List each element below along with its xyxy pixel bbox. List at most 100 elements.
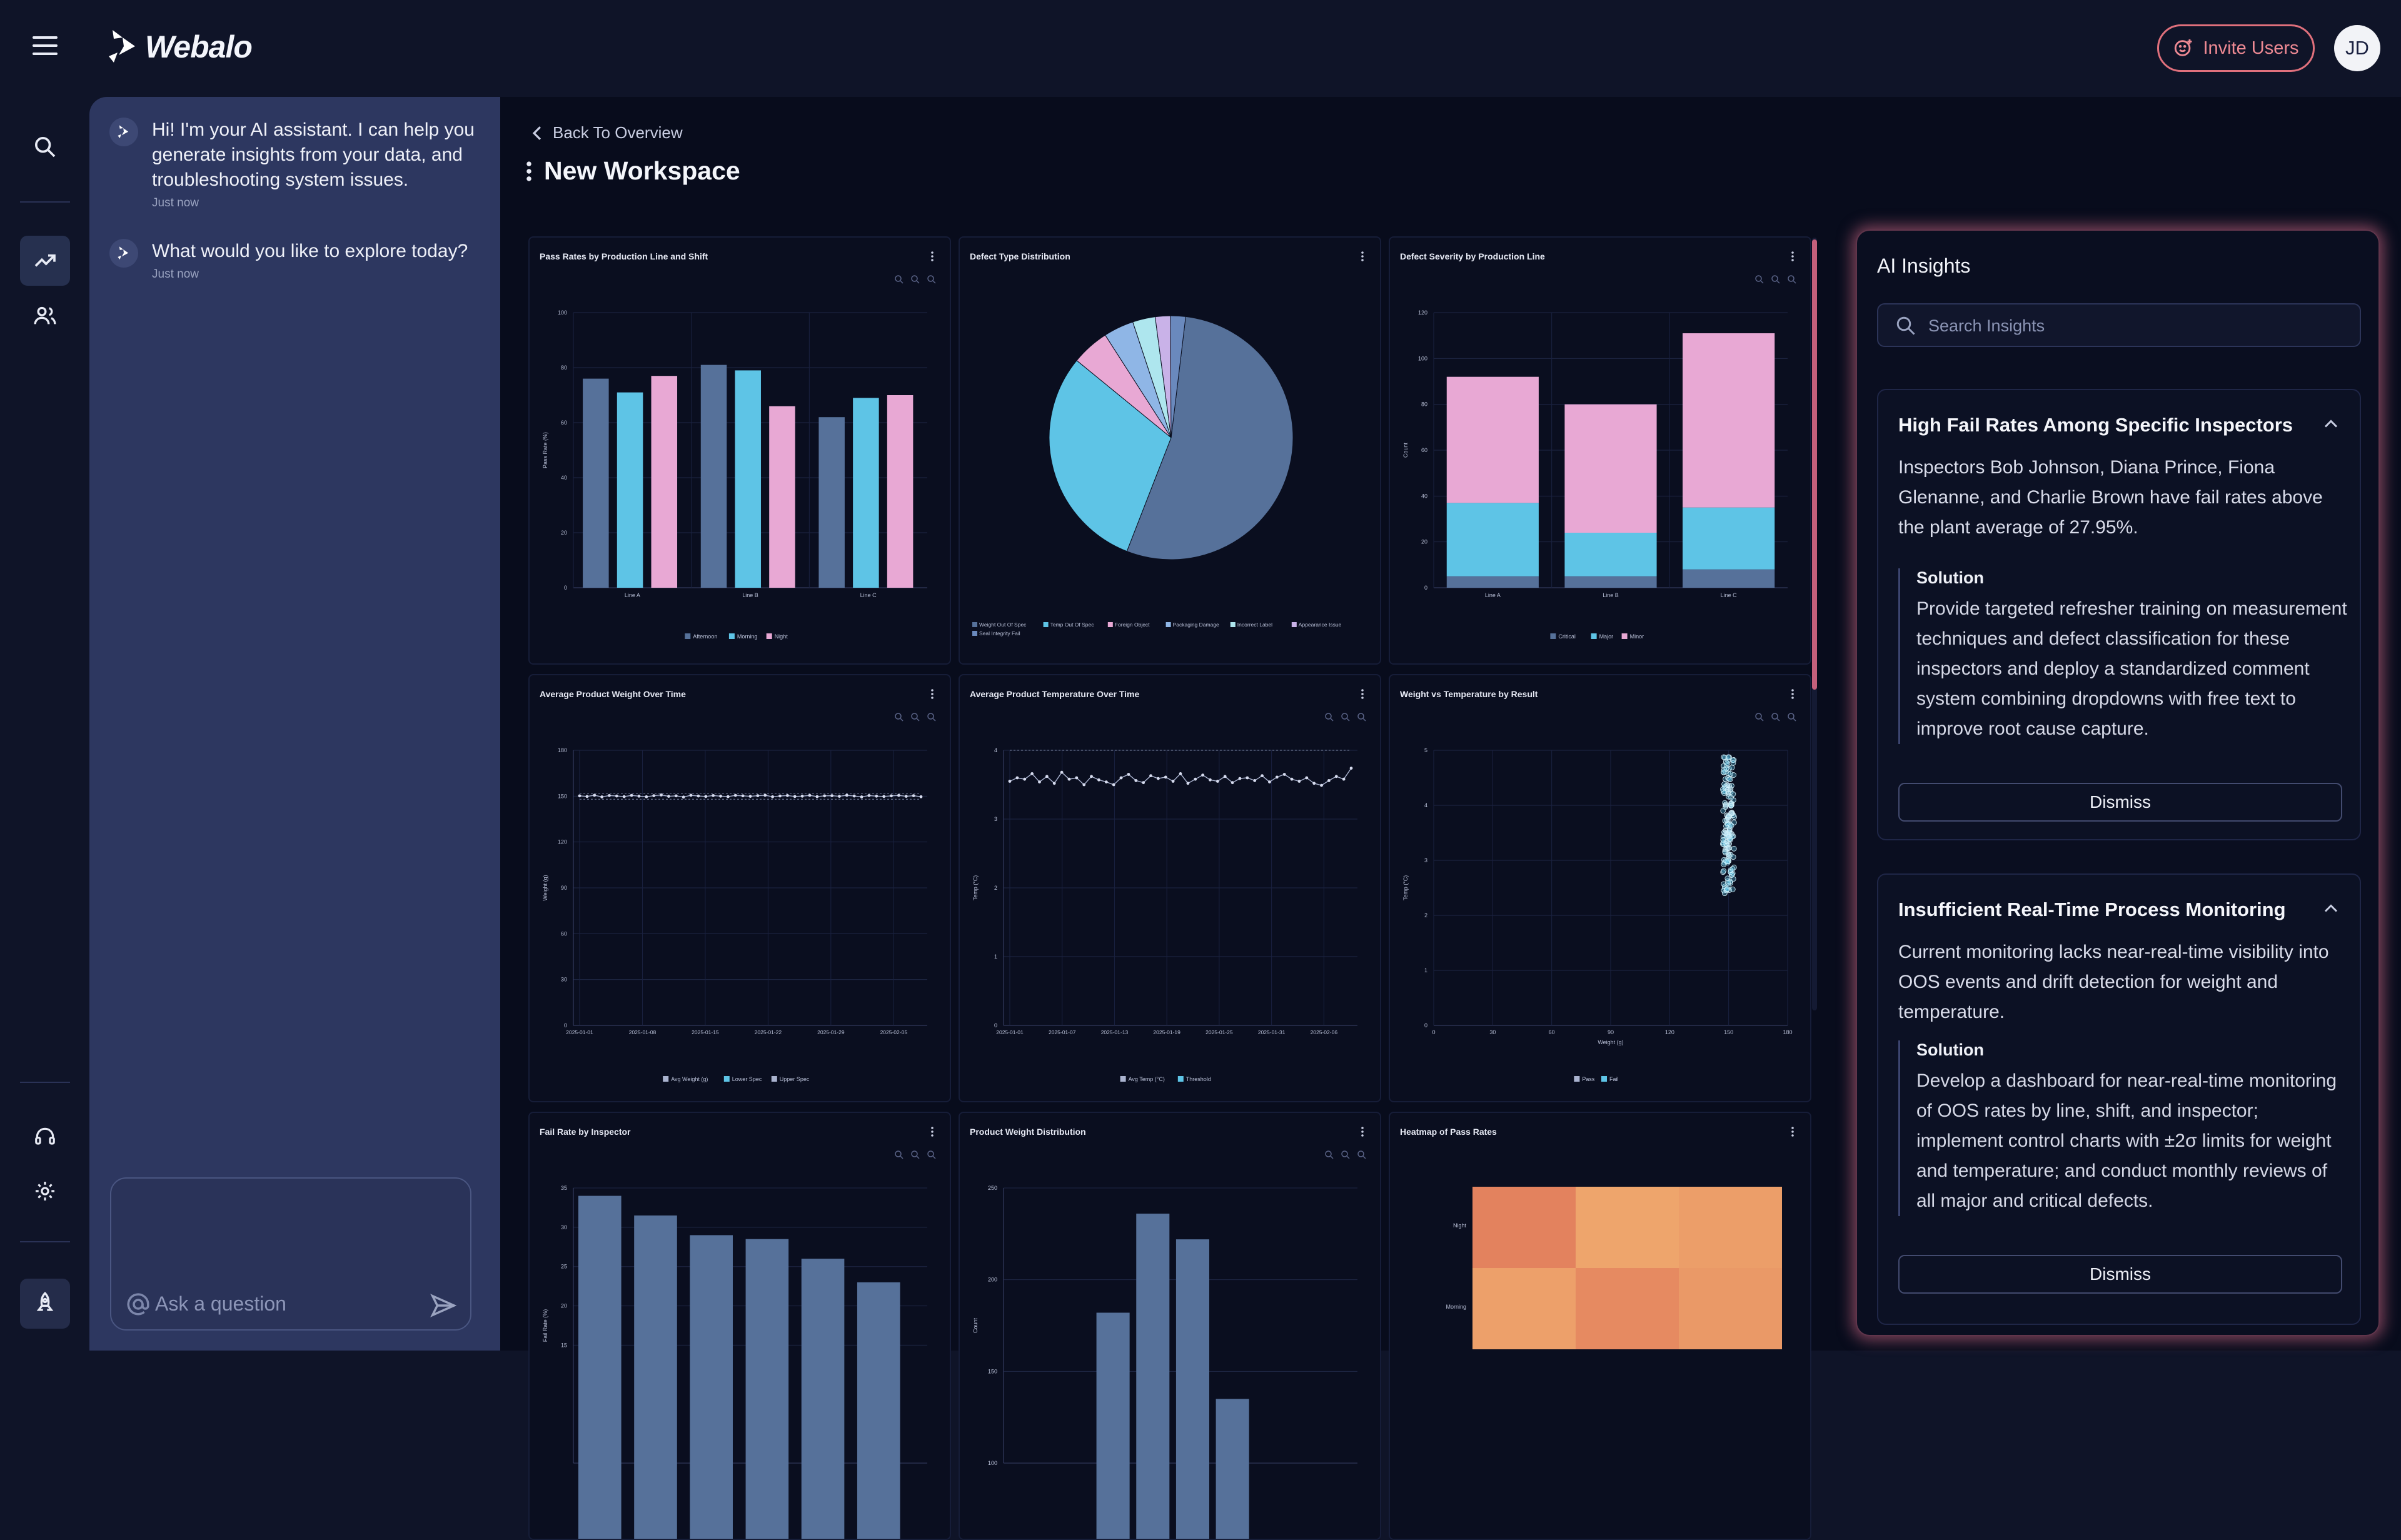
insight-title: High Fail Rates Among Specific Inspector… bbox=[1898, 414, 2293, 436]
card-menu-icon[interactable] bbox=[1356, 249, 1369, 264]
card-menu-icon[interactable] bbox=[926, 1124, 939, 1139]
card-menu-icon[interactable] bbox=[1786, 687, 1799, 702]
ask-question-input[interactable] bbox=[155, 1290, 405, 1317]
scatter-point-fail bbox=[1723, 803, 1729, 809]
scatter-point-fail bbox=[1724, 782, 1731, 788]
zoom-in-icon[interactable] bbox=[893, 274, 905, 285]
dismiss-button[interactable]: Dismiss bbox=[1898, 783, 2342, 822]
tick-label: 35 bbox=[561, 1185, 567, 1191]
dismiss-button[interactable]: Dismiss bbox=[1898, 1255, 2342, 1294]
data-point bbox=[1156, 777, 1160, 780]
data-point bbox=[1104, 780, 1108, 783]
chart-title: Average Product Temperature Over Time bbox=[970, 689, 1140, 699]
zoom-in-icon[interactable] bbox=[1754, 274, 1765, 285]
kebab-icon[interactable] bbox=[525, 161, 533, 182]
legend-label: Avg Weight (g) bbox=[671, 1076, 708, 1082]
card-menu-icon[interactable] bbox=[1356, 687, 1369, 702]
chevron-up-icon[interactable] bbox=[2320, 897, 2342, 920]
scatter-point-fail bbox=[1726, 853, 1732, 859]
data-point bbox=[852, 794, 856, 798]
insights-search-input[interactable] bbox=[1928, 313, 2335, 338]
zoom-out-icon[interactable] bbox=[910, 274, 921, 285]
zoom-out-icon[interactable] bbox=[910, 712, 921, 723]
zoom-out-icon[interactable] bbox=[1340, 1149, 1351, 1160]
bar-minor bbox=[1683, 333, 1775, 508]
zoom-in-icon[interactable] bbox=[1754, 712, 1765, 723]
insights-search-box[interactable] bbox=[1877, 303, 2361, 347]
scrollbar-thumb[interactable] bbox=[1812, 239, 1817, 690]
card-menu-icon[interactable] bbox=[1356, 1124, 1369, 1139]
zoom-out-icon[interactable] bbox=[1340, 712, 1351, 723]
settings-nav-button[interactable] bbox=[20, 1166, 70, 1216]
send-icon[interactable] bbox=[429, 1291, 458, 1320]
legend-swatch bbox=[663, 1076, 669, 1082]
chart-title: Defect Type Distribution bbox=[970, 251, 1070, 261]
app-logo[interactable]: Webalo bbox=[106, 25, 253, 69]
zoom-reset-icon[interactable] bbox=[926, 274, 937, 285]
x-tick-label: 2025-01-31 bbox=[1258, 1029, 1286, 1035]
scatter-point-pass bbox=[1730, 791, 1736, 797]
card-menu-icon[interactable] bbox=[926, 687, 939, 702]
scatter-point-fail bbox=[1722, 830, 1728, 837]
data-point bbox=[860, 795, 863, 798]
data-point bbox=[674, 794, 678, 798]
card-menu-icon[interactable] bbox=[1786, 249, 1799, 264]
invite-users-button[interactable]: Invite Users bbox=[2157, 24, 2315, 72]
data-point bbox=[1261, 774, 1264, 778]
legend-label: Major bbox=[1599, 633, 1614, 640]
x-tick-label: Line A bbox=[1485, 592, 1501, 598]
zoom-reset-icon[interactable] bbox=[926, 712, 937, 723]
data-point bbox=[904, 795, 908, 798]
zoom-reset-icon[interactable] bbox=[1356, 712, 1367, 723]
legend-swatch bbox=[1120, 1076, 1126, 1082]
launch-nav-button[interactable] bbox=[20, 1279, 70, 1329]
chart-zoom-tools bbox=[1754, 274, 1798, 285]
heatmap-row-label: Morning bbox=[1446, 1304, 1466, 1310]
chevron-up-icon[interactable] bbox=[2320, 413, 2342, 435]
zoom-reset-icon[interactable] bbox=[1356, 1149, 1367, 1160]
zoom-out-icon[interactable] bbox=[1770, 712, 1781, 723]
card-menu-icon[interactable] bbox=[1786, 1124, 1799, 1139]
y-axis-label: Pass Rate (%) bbox=[542, 432, 548, 468]
zoom-reset-icon[interactable] bbox=[926, 1149, 937, 1160]
zoom-reset-icon[interactable] bbox=[1786, 712, 1798, 723]
back-to-overview-link[interactable]: Back To Overview bbox=[530, 123, 683, 143]
y-axis-label: Temp (°C) bbox=[1402, 875, 1409, 901]
zoom-in-icon[interactable] bbox=[893, 1149, 905, 1160]
data-point bbox=[1164, 775, 1167, 779]
solution-text: Develop a dashboard for near-real-time m… bbox=[1916, 1070, 2337, 1211]
data-point bbox=[1186, 782, 1190, 785]
ask-question-box[interactable] bbox=[110, 1177, 471, 1331]
zoom-out-icon[interactable] bbox=[1770, 274, 1781, 285]
zoom-in-icon[interactable] bbox=[893, 712, 905, 723]
support-nav-button[interactable] bbox=[20, 1112, 70, 1162]
card-menu-icon[interactable] bbox=[926, 249, 939, 264]
data-point bbox=[1268, 780, 1271, 783]
zoom-in-icon[interactable] bbox=[1324, 712, 1335, 723]
data-point bbox=[585, 795, 589, 798]
tick-label: 100 bbox=[1418, 355, 1427, 361]
bar bbox=[1175, 1239, 1209, 1539]
data-point bbox=[1201, 773, 1205, 777]
zoom-in-icon[interactable] bbox=[1324, 1149, 1335, 1160]
zoom-reset-icon[interactable] bbox=[1786, 274, 1798, 285]
scatter-point-pass bbox=[1724, 875, 1731, 882]
menu-icon[interactable] bbox=[28, 28, 63, 63]
bar bbox=[578, 1195, 622, 1539]
data-point bbox=[815, 795, 819, 798]
user-avatar[interactable]: JD bbox=[2334, 25, 2380, 71]
tick-label: 80 bbox=[1421, 401, 1427, 408]
app-name: Webalo bbox=[145, 29, 253, 64]
search-nav-button[interactable] bbox=[20, 122, 70, 172]
zoom-out-icon[interactable] bbox=[910, 1149, 921, 1160]
bar bbox=[1096, 1312, 1130, 1539]
top-bar: Webalo Invite Users JD bbox=[0, 0, 2401, 97]
data-point bbox=[622, 795, 626, 798]
legend-swatch bbox=[1591, 633, 1597, 639]
analytics-nav-button[interactable] bbox=[20, 236, 70, 286]
chart-zoom-tools bbox=[1754, 712, 1798, 723]
users-nav-button[interactable] bbox=[20, 291, 70, 341]
bar-critical bbox=[1446, 576, 1539, 588]
chart-avg-weight: 0 30 60 90 120 150 180 Weight (g) 2025-01-01 2025… bbox=[542, 747, 927, 1082]
bar-minor bbox=[1564, 404, 1657, 533]
